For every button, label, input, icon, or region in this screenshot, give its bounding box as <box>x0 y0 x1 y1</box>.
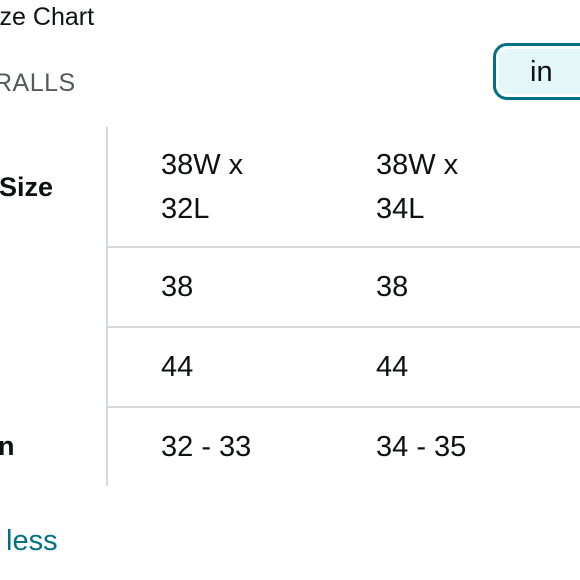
table-cell: 32 - 33 <box>161 431 252 463</box>
row-header-size: Size <box>0 172 54 202</box>
table-cell: 38 <box>161 271 194 303</box>
size-chart-title: ize Chart <box>0 3 95 31</box>
row-header-length: n <box>0 431 15 461</box>
product-category-label: RALLS <box>0 69 76 97</box>
table-cell-size: 38W x 32L <box>161 149 244 225</box>
table-cell: 44 <box>376 351 409 383</box>
table-row-divider <box>108 326 580 328</box>
table-row-divider <box>108 406 580 408</box>
table-cell: 44 <box>161 351 194 383</box>
table-cell-size: 38W x 34L <box>376 149 459 225</box>
see-less-link[interactable]: less <box>6 525 58 557</box>
table-column-divider <box>106 127 108 486</box>
unit-option-in[interactable]: in <box>499 49 580 94</box>
table-row-divider <box>108 246 580 248</box>
table-cell: 38 <box>376 271 409 303</box>
unit-option-label: in <box>530 55 553 88</box>
unit-toggle[interactable]: in <box>493 43 580 100</box>
table-cell: 34 - 35 <box>376 431 467 463</box>
